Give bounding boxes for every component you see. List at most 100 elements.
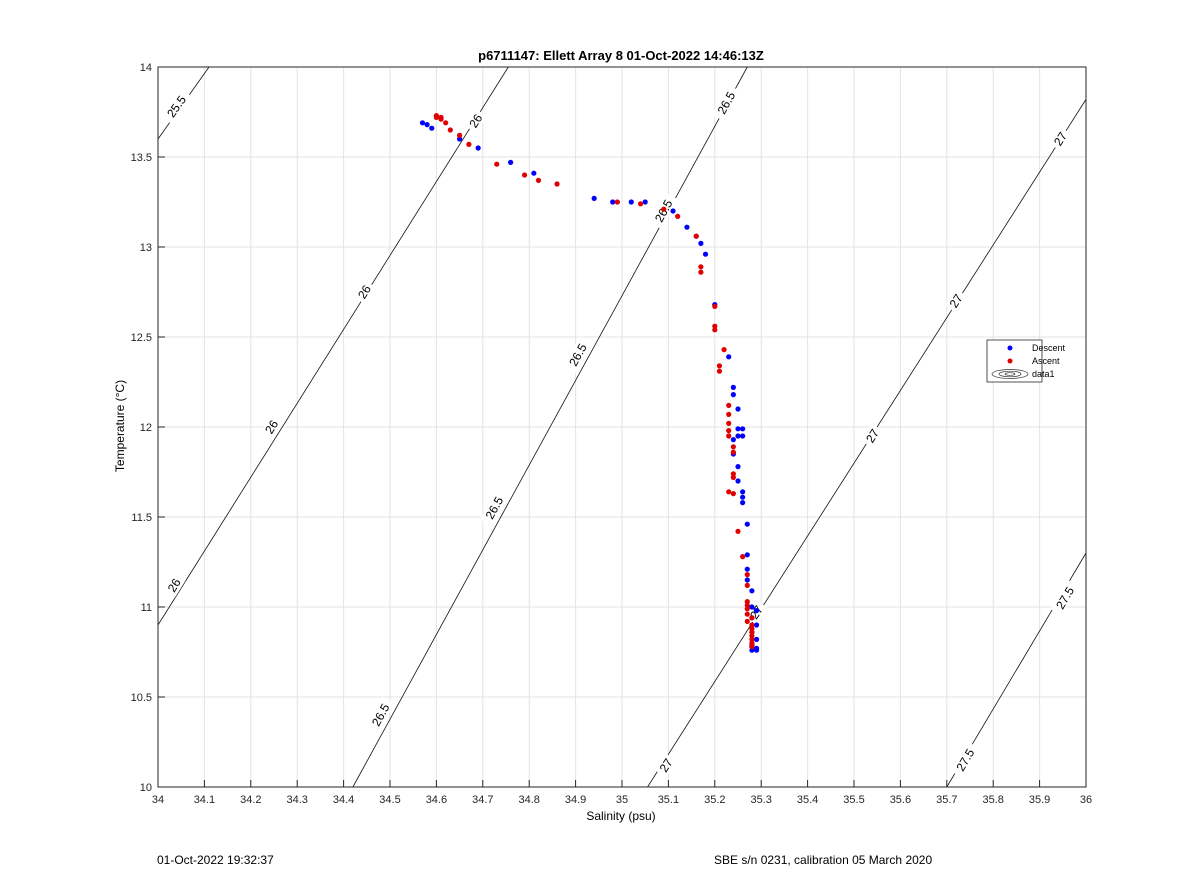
ascent-point (749, 615, 755, 621)
data-points (419, 113, 760, 653)
x-tick-label: 34.2 (240, 794, 261, 806)
contour-label: 27 (861, 423, 884, 449)
ascent-point (730, 474, 736, 480)
x-tick-label: 35.2 (704, 794, 725, 806)
footer-calibration: SBE s/n 0231, calibration 05 March 2020 (714, 853, 933, 867)
ascent-point (749, 636, 755, 643)
descent-point (735, 433, 741, 439)
ascent-point (554, 181, 560, 187)
contour-label: 27 (944, 288, 968, 314)
contour-label-bg (464, 108, 488, 134)
ascent-point (661, 206, 667, 212)
legend-contour-icon (991, 369, 1029, 379)
x-tick-label: 34.5 (379, 794, 400, 806)
descent-point (740, 433, 746, 439)
contour-label-bg (480, 489, 509, 527)
x-tick-label: 35 (616, 794, 628, 806)
legend-ascent-label: Ascent (1032, 356, 1060, 366)
descent-point (642, 199, 648, 205)
ascent-point (698, 264, 704, 270)
grid-lines (157, 66, 1087, 788)
x-tick-label: 35.4 (797, 794, 818, 806)
descent-point (740, 494, 746, 500)
ascent-point (749, 629, 755, 635)
contour-label-bg (563, 336, 593, 374)
chart-title: p6711147: Ellett Array 8 01-Oct-2022 14:… (478, 48, 764, 63)
x-tick-label: 35.8 (982, 794, 1003, 806)
ascent-point (744, 599, 750, 605)
y-tick-label: 13 (140, 242, 152, 254)
descent-point (740, 500, 746, 506)
x-tick-label: 35.9 (1029, 794, 1050, 806)
descent-point (457, 136, 463, 142)
contour-label: 26 (464, 108, 488, 134)
ascent-point (726, 402, 732, 408)
x-tick-label: 34.3 (286, 794, 307, 806)
ascent-point (749, 640, 755, 646)
descent-point (735, 426, 741, 432)
descent-point (610, 199, 616, 205)
contour-label-bg (162, 573, 186, 598)
descent-point (749, 604, 755, 610)
descent-point (698, 240, 704, 246)
descent-point (670, 208, 676, 214)
y-tick-label: 10.5 (131, 692, 152, 704)
ascent-point (749, 644, 755, 650)
descent-point (591, 195, 597, 201)
series-ascent (433, 113, 755, 650)
x-tick-label: 36 (1080, 794, 1092, 806)
descent-point (740, 489, 746, 495)
contour-label-bg (353, 279, 376, 305)
ascent-point (749, 626, 755, 632)
x-tick-label: 35.6 (890, 794, 911, 806)
ascent-point (716, 363, 723, 369)
ascent-point (730, 444, 736, 450)
descent-point (749, 588, 755, 594)
x-tick-label: 34.1 (194, 794, 215, 806)
contour-label-bg (260, 414, 283, 440)
descent-point (702, 251, 709, 257)
ascent-point (698, 269, 704, 275)
contour-label: 26.5 (480, 489, 509, 527)
x-tick-label: 34 (152, 794, 164, 806)
ascent-point (749, 622, 755, 628)
x-tick-label: 34.4 (333, 794, 354, 806)
x-tick-label: 35.3 (750, 794, 771, 806)
contour-label-bg (950, 741, 981, 779)
y-tick-label: 13.5 (131, 152, 152, 164)
ascent-point (438, 116, 444, 122)
contour-label: 26 (162, 573, 186, 598)
descent-point (744, 577, 750, 583)
ascent-point (726, 420, 732, 426)
ascent-point (726, 411, 732, 417)
descent-point (726, 354, 732, 360)
descent-point (753, 608, 760, 614)
ascent-point (726, 489, 732, 495)
ascent-point (726, 428, 732, 434)
contour-label: 26 (260, 414, 283, 440)
ascent-point (726, 433, 732, 439)
density-contour-line (157, 66, 509, 626)
ascent-point (693, 233, 699, 239)
ascent-point (447, 127, 453, 133)
descent-point (419, 120, 426, 126)
contour-label-bg (1049, 126, 1072, 152)
contour-label: 27.5 (950, 741, 981, 779)
descent-point (735, 406, 741, 412)
descent-point (740, 426, 746, 432)
ascent-point (744, 606, 750, 612)
descent-point (753, 647, 760, 653)
contour-label: 26.5 (563, 336, 593, 374)
contour-label-bg (1050, 579, 1080, 617)
ascent-point (494, 161, 500, 167)
contour-label: 26.5 (712, 84, 741, 122)
contour-label: 26 (353, 279, 376, 305)
descent-point (429, 125, 435, 131)
descent-point (753, 622, 760, 628)
y-axis-label: Temperature (°C) (113, 380, 127, 472)
contour-label-bg (861, 423, 884, 449)
footer-timestamp: 01-Oct-2022 19:32:37 (157, 853, 274, 867)
legend-descent-marker (1007, 345, 1013, 351)
contour-label: 27.5 (1050, 579, 1080, 617)
contour-label: 27 (1049, 126, 1072, 152)
